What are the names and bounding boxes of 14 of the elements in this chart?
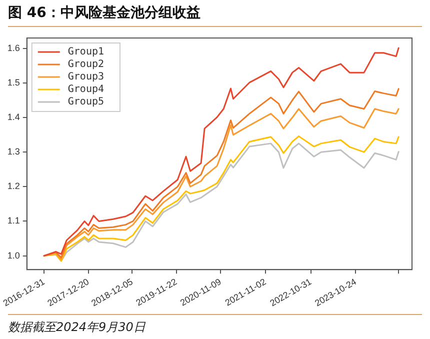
y-tick-label: 1.6 (7, 42, 20, 53)
y-tick-label: 1.5 (7, 77, 20, 88)
y-tick-label: 1.0 (7, 250, 20, 260)
legend-label: Group5 (68, 96, 104, 108)
y-tick-label: 1.4 (7, 112, 20, 122)
text: 数据截至2024年9月30日 (8, 314, 422, 336)
legend-label: Group2 (68, 59, 104, 70)
y-tick-label: 1.2 (7, 181, 20, 192)
chart-title: 图 46：中风险基金池分组收益 (8, 4, 422, 27)
legend-label: Group3 (68, 72, 104, 83)
y-tick-label: 1.1 (7, 216, 20, 226)
legend-label: Group4 (68, 84, 104, 96)
y-tick-label: 1.3 (7, 146, 20, 157)
legend-label: Group1 (68, 46, 104, 58)
